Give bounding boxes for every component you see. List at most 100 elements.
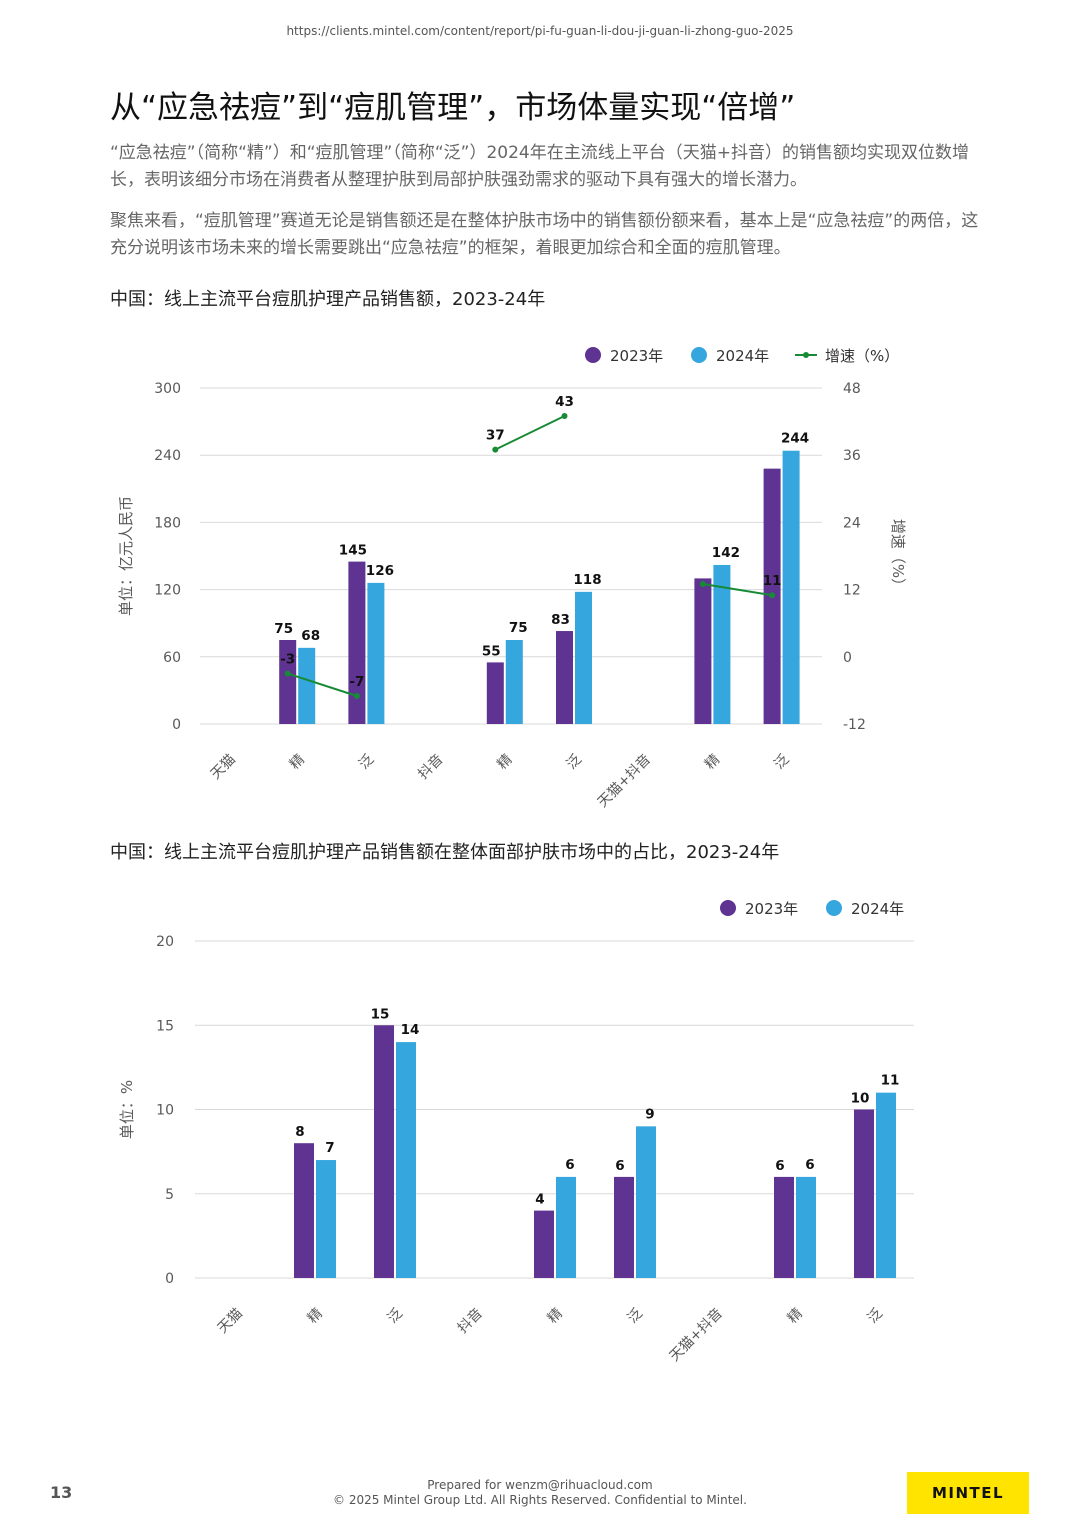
growth-line bbox=[494, 415, 565, 451]
category-label: 精 bbox=[494, 752, 515, 773]
bar-2024 bbox=[367, 582, 385, 724]
growth-point bbox=[699, 581, 706, 587]
y-axis-title: 单位：% bbox=[118, 1080, 136, 1139]
bar-2024 bbox=[636, 1126, 656, 1278]
data-label-2024: 6 bbox=[805, 1157, 814, 1173]
data-label-2023: 55 bbox=[482, 643, 501, 659]
y2-axis-title: 增速（%） bbox=[889, 519, 907, 593]
legend-label: 2023年 bbox=[745, 900, 798, 918]
y-axis-title: 单位：亿元人民币 bbox=[117, 496, 135, 616]
data-label-2024: 75 bbox=[509, 620, 528, 636]
data-label-2023: 8 bbox=[295, 1124, 304, 1140]
category-label: 天猫+抖音 bbox=[666, 1305, 726, 1365]
chart1-title: 中国：线上主流平台痘肌护理产品销售额，2023-24年 bbox=[110, 289, 546, 310]
growth-label: -7 bbox=[349, 674, 364, 690]
y2-tick-label: 0 bbox=[843, 650, 852, 666]
bar-2024 bbox=[505, 640, 523, 724]
prepared-for: Prepared for wenzm@rihuacloud.com bbox=[427, 1478, 653, 1492]
chart2-title: 中国：线上主流平台痘肌护理产品销售额在整体面部护肤市场中的占比，2023-24年 bbox=[110, 842, 780, 863]
category-label: 精 bbox=[305, 1306, 326, 1327]
y-tick-label: 0 bbox=[165, 1271, 174, 1287]
data-label-2023: 15 bbox=[371, 1006, 390, 1022]
y2-tick-label: 48 bbox=[843, 381, 861, 397]
data-label-2023: 10 bbox=[851, 1091, 870, 1107]
category-label: 精 bbox=[545, 1306, 566, 1327]
data-label-2023: 6 bbox=[775, 1158, 784, 1174]
y-tick-label: 120 bbox=[154, 583, 181, 599]
bar-2023 bbox=[556, 631, 573, 724]
category-label: 精 bbox=[287, 752, 308, 773]
paragraph-2: 聚焦来看，“痘肌管理”赛道无论是销售额还是在整体护肤市场中的销售额份额来看，基本… bbox=[110, 211, 979, 258]
growth-line bbox=[702, 583, 773, 597]
y2-tick-label: 36 bbox=[843, 448, 861, 464]
bar-2024 bbox=[713, 564, 731, 724]
page-title: 从“应急祛痘”到“痘肌管理”，市场体量实现“倍增” bbox=[110, 90, 796, 126]
legend-dot bbox=[585, 347, 601, 363]
bar-2023 bbox=[694, 578, 712, 724]
bar-2023 bbox=[614, 1176, 634, 1278]
mintel-logo: MINTEL bbox=[907, 1472, 1029, 1514]
bar-2023 bbox=[348, 561, 366, 724]
bar-2023 bbox=[294, 1143, 314, 1278]
bar-2024 bbox=[796, 1176, 816, 1278]
y-tick-label: 300 bbox=[154, 381, 181, 397]
data-label-2024: 7 bbox=[325, 1140, 334, 1156]
y-tick-label: 5 bbox=[165, 1187, 174, 1203]
legend-line-dot bbox=[803, 352, 809, 358]
data-label-2024: 244 bbox=[781, 431, 809, 447]
category-label: 泛 bbox=[865, 1306, 886, 1327]
data-label-2024: 118 bbox=[573, 572, 601, 588]
y-tick-label: 60 bbox=[163, 650, 181, 666]
bar-2023 bbox=[774, 1176, 794, 1278]
data-label-2024: 9 bbox=[645, 1106, 654, 1122]
growth-point bbox=[492, 446, 499, 453]
y-tick-label: 180 bbox=[154, 515, 181, 531]
growth-label: 11 bbox=[763, 573, 782, 589]
footer-text: Prepared for wenzm@rihuacloud.com © 2025… bbox=[0, 1478, 1080, 1508]
data-label-2024: 68 bbox=[301, 628, 320, 644]
bar-2024 bbox=[316, 1160, 336, 1278]
data-label-2023: 6 bbox=[615, 1158, 624, 1174]
y2-tick-label: 24 bbox=[843, 515, 861, 531]
category-label: 抖音 bbox=[454, 1305, 486, 1337]
bar-2024 bbox=[396, 1042, 416, 1278]
growth-line bbox=[287, 672, 358, 697]
category-label: 精 bbox=[785, 1306, 806, 1327]
y-tick-label: 15 bbox=[156, 1018, 174, 1034]
category-label: 天猫 bbox=[208, 752, 239, 783]
data-label-2024: 11 bbox=[881, 1073, 900, 1089]
category-label: 天猫+抖音 bbox=[594, 751, 654, 811]
legend-dot bbox=[826, 900, 842, 916]
legend-label: 增速（%） bbox=[825, 347, 899, 365]
data-label-2023: 145 bbox=[339, 543, 367, 559]
source-url: https://clients.mintel.com/content/repor… bbox=[286, 24, 794, 38]
growth-label: -3 bbox=[280, 652, 295, 668]
bar-2024 bbox=[556, 1176, 576, 1278]
category-label: 抖音 bbox=[415, 751, 447, 783]
copyright: © 2025 Mintel Group Ltd. All Rights Rese… bbox=[333, 1493, 747, 1507]
data-label-2024: 126 bbox=[366, 563, 394, 579]
bar-2023 bbox=[279, 640, 297, 724]
data-label-2024: 14 bbox=[401, 1022, 420, 1038]
y-tick-label: 240 bbox=[154, 448, 181, 464]
bar-2023 bbox=[534, 1210, 554, 1278]
bar-2023 bbox=[486, 662, 504, 724]
bar-2024 bbox=[575, 591, 592, 724]
legend-label: 2023年 bbox=[610, 347, 663, 365]
category-label: 泛 bbox=[385, 1306, 406, 1327]
y-tick-label: 0 bbox=[172, 717, 181, 733]
data-label-2023: 83 bbox=[551, 612, 570, 628]
data-label-2024: 6 bbox=[565, 1157, 574, 1173]
growth-point bbox=[284, 670, 291, 677]
bar-2023 bbox=[374, 1025, 394, 1278]
bar-2023 bbox=[854, 1109, 874, 1278]
page-number: 13 bbox=[50, 1483, 73, 1502]
y-tick-label: 10 bbox=[156, 1103, 174, 1119]
sales-chart: 0 60 120 180 240 300 -12 0 12 24 36 48 单位：亿元人民币 增速（%）… bbox=[117, 347, 907, 811]
bar-2024 bbox=[298, 647, 316, 724]
growth-point bbox=[561, 413, 568, 419]
legend-dot bbox=[720, 900, 736, 916]
category-label: 泛 bbox=[356, 752, 377, 773]
data-label-2024: 142 bbox=[712, 545, 740, 561]
